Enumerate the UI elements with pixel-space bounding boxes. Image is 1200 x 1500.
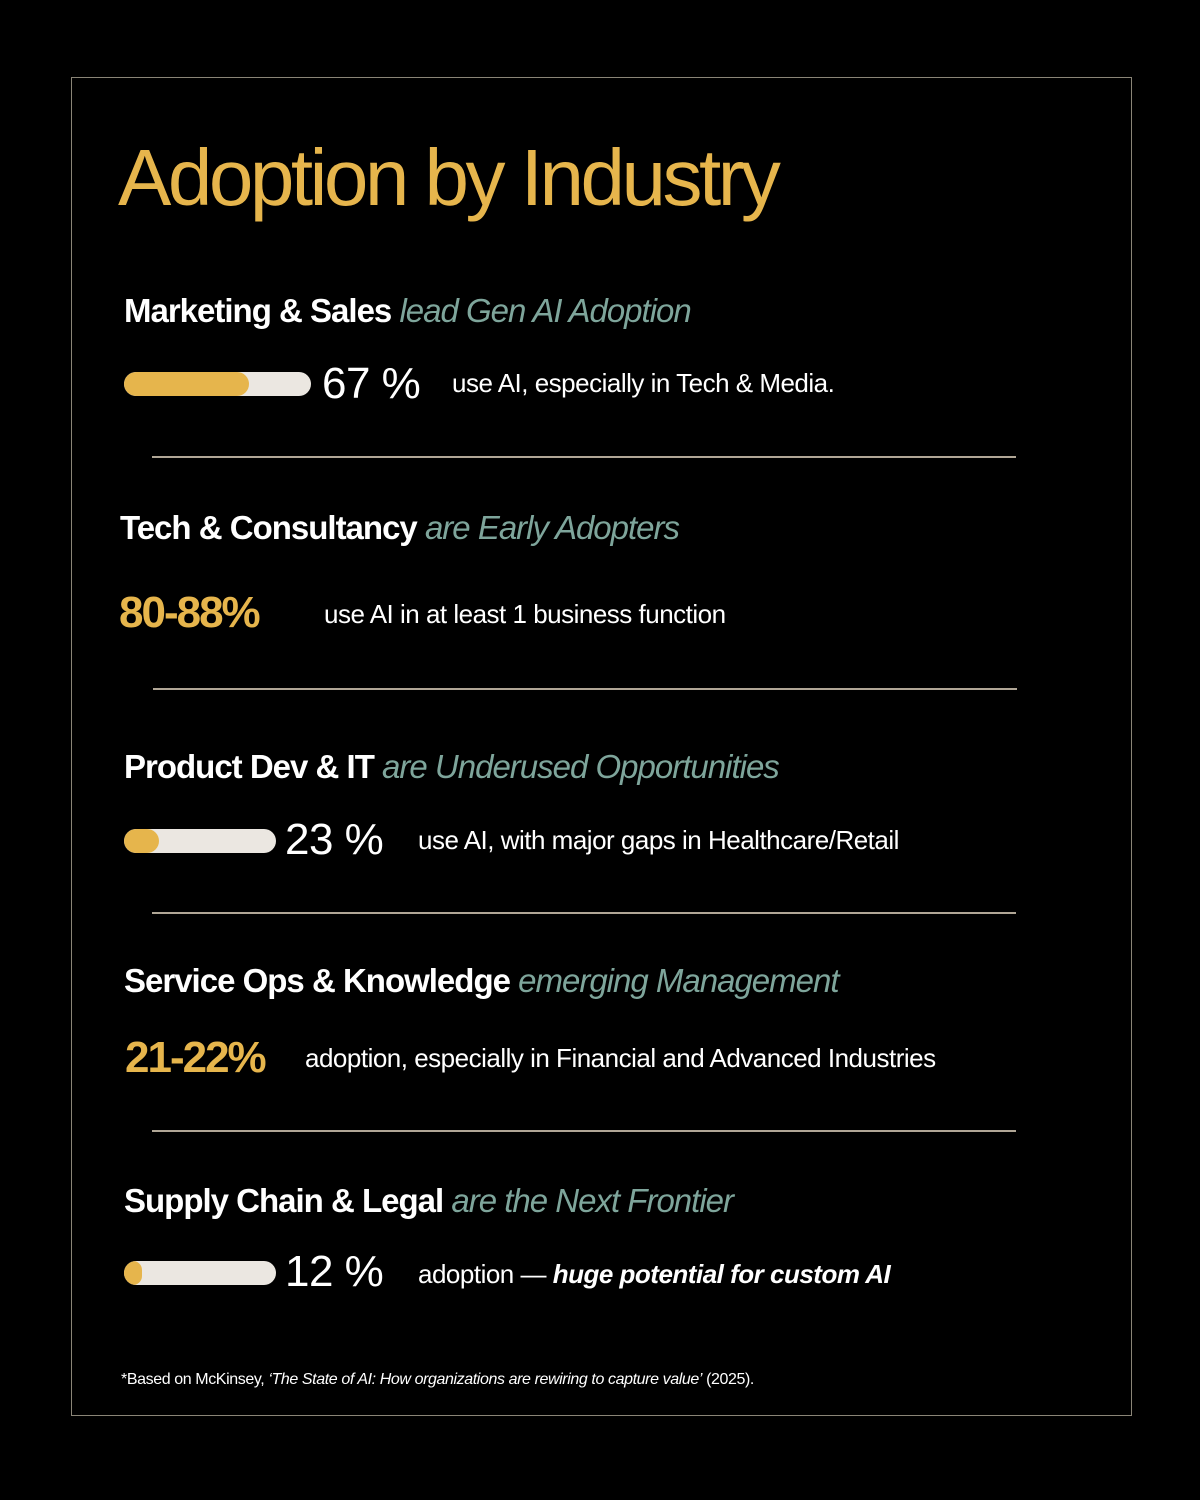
progress-bar-product-dev-it xyxy=(124,829,276,853)
stat-description: adoption — huge potential for custom AI xyxy=(418,1258,891,1290)
section-heading-marketing-sales: Marketing & Sales lead Gen AI Adoption xyxy=(124,291,692,331)
heading-italic: lead Gen AI Adoption xyxy=(399,292,691,329)
stat-description: use AI, with major gaps in Healthcare/Re… xyxy=(418,825,899,855)
stat-description: adoption, especially in Financial and Ad… xyxy=(305,1043,936,1073)
progress-fill xyxy=(124,372,250,396)
heading-bold: Tech & Consultancy xyxy=(120,509,418,546)
stat-value: 12 % xyxy=(285,1247,384,1296)
progress-fill xyxy=(124,1261,143,1285)
heading-italic: are Early Adopters xyxy=(424,509,680,546)
progress-fill xyxy=(124,829,159,853)
content-frame xyxy=(71,77,1132,1416)
description-emphasis: huge potential for custom AI xyxy=(552,1259,891,1289)
heading-italic: emerging Management xyxy=(518,962,839,999)
footnote-prefix: *Based on McKinsey, xyxy=(121,1371,269,1388)
heading-bold: Marketing & Sales xyxy=(124,292,392,329)
section-heading-product-dev-it: Product Dev & IT are Underused Opportuni… xyxy=(124,747,780,787)
footnote: *Based on McKinsey, ‘The State of AI: Ho… xyxy=(121,1370,754,1390)
footnote-suffix: (2025). xyxy=(702,1371,754,1388)
description-prefix: adoption — xyxy=(418,1259,546,1289)
heading-bold: Service Ops & Knowledge xyxy=(124,962,511,999)
section-heading-supply-chain-legal: Supply Chain & Legal are the Next Fronti… xyxy=(124,1181,734,1221)
heading-bold: Supply Chain & Legal xyxy=(124,1182,444,1219)
stat-value: 23 % xyxy=(285,815,384,864)
heading-italic: are Underused Opportunities xyxy=(382,748,780,785)
heading-bold: Product Dev & IT xyxy=(124,748,375,785)
heading-italic: are the Next Frontier xyxy=(451,1182,734,1219)
section-divider xyxy=(152,1130,1016,1132)
stat-value: 80-88% xyxy=(119,588,261,637)
section-divider xyxy=(152,456,1016,458)
stat-value: 67 % xyxy=(322,359,421,408)
section-heading-tech-consultancy: Tech & Consultancy are Early Adopters xyxy=(120,508,680,548)
progress-bar-supply-chain-legal xyxy=(124,1261,276,1285)
section-divider xyxy=(153,688,1017,690)
stat-description: use AI, especially in Tech & Media. xyxy=(452,368,835,398)
section-heading-service-ops: Service Ops & Knowledge emerging Managem… xyxy=(124,961,840,1001)
stat-description: use AI in at least 1 business function xyxy=(324,599,726,629)
page-title: Adoption by Industry xyxy=(118,133,781,222)
stat-value: 21-22% xyxy=(125,1033,267,1082)
progress-bar-marketing-sales xyxy=(124,372,311,396)
section-divider xyxy=(152,912,1016,914)
footnote-source: ‘The State of AI: How organizations are … xyxy=(268,1371,703,1388)
